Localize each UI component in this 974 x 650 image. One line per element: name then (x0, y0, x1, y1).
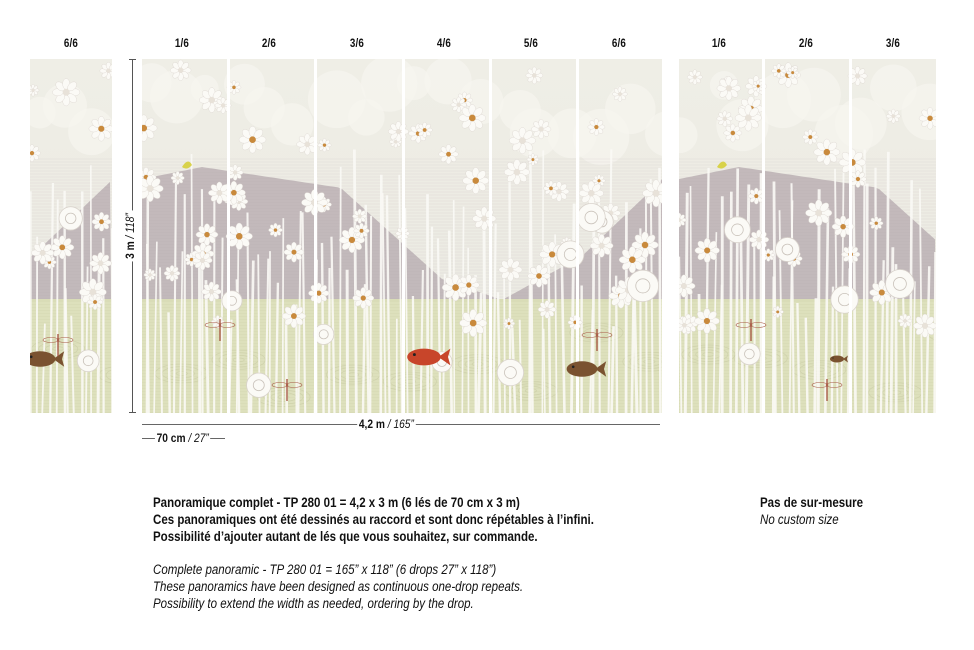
width-imperial: 165” (393, 417, 414, 431)
custom-size-en: No custom size (760, 512, 839, 527)
height-dimension-tick-top (129, 59, 136, 60)
height-dimension-tick-bottom (129, 412, 136, 413)
drop-width-metric: 70 cm (156, 431, 186, 445)
separator: / (384, 417, 394, 431)
description-fr: Panoramique complet - TP 280 01 = 4,2 x … (153, 494, 594, 545)
height-dimension-label: 3 m / 118” (123, 210, 137, 262)
separator: / (185, 431, 195, 445)
description-en-line: Possibility to extend the width as neede… (153, 596, 474, 611)
wallpaper-panel-left-preview (30, 59, 112, 413)
product-description: Panoramique complet - TP 280 01 = 4,2 x … (153, 494, 594, 612)
height-metric: 3 m (123, 241, 137, 259)
drop-width-imperial: 27” (194, 431, 209, 445)
description-en-line: Complete panoramic - TP 280 01 = 165” x … (153, 562, 497, 577)
wallpaper-panel-right-preview (679, 59, 936, 413)
drop-label: 2/6 (798, 36, 814, 50)
custom-size-note: Pas de sur-mesure No custom size (760, 494, 863, 528)
drop-label: 1/6 (711, 36, 727, 50)
drop-width-dimension-label: 70 cm / 27” (154, 431, 211, 445)
drop-label: 6/6 (63, 36, 79, 50)
description-en-line: These panoramics have been designed as c… (153, 579, 524, 594)
wallpaper-panel-main (142, 59, 662, 413)
width-dimension-label: 4,2 m / 165” (357, 417, 416, 431)
drop-label: 3/6 (349, 36, 365, 50)
drop-label: 1/6 (174, 36, 190, 50)
drop-label: 2/6 (261, 36, 277, 50)
description-en: Complete panoramic - TP 280 01 = 165” x … (153, 561, 594, 612)
description-fr-line: Possibilité d’ajouter autant de lés que … (153, 529, 538, 544)
drop-label: 4/6 (436, 36, 452, 50)
drop-label: 6/6 (611, 36, 627, 50)
description-fr-line: Panoramique complet - TP 280 01 = 4,2 x … (153, 495, 520, 510)
drop-label: 5/6 (523, 36, 539, 50)
separator: / (123, 232, 137, 242)
width-metric: 4,2 m (358, 417, 385, 431)
description-fr-line: Ces panoramiques ont été dessinés au rac… (153, 512, 594, 527)
custom-size-fr: Pas de sur-mesure (760, 495, 864, 510)
height-imperial: 118” (123, 213, 137, 233)
drop-label: 3/6 (885, 36, 901, 50)
